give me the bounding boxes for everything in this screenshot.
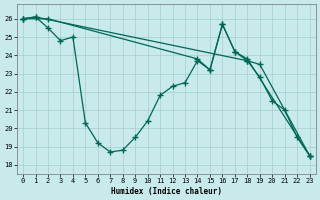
X-axis label: Humidex (Indice chaleur): Humidex (Indice chaleur) xyxy=(111,187,222,196)
